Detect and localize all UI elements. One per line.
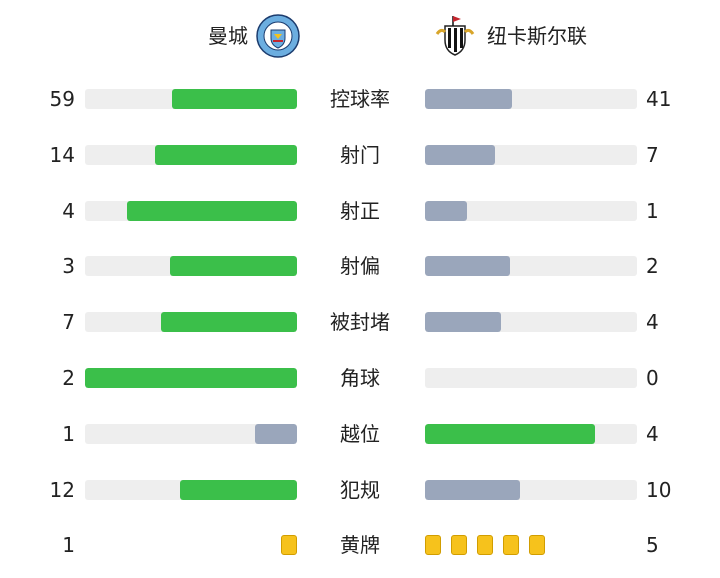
home-stat-bar bbox=[85, 89, 297, 109]
away-stat-bar bbox=[425, 480, 637, 500]
home-yellow-card-count: 1 bbox=[62, 533, 75, 557]
yellow-cards-row: 1 黄牌 5 bbox=[0, 533, 720, 557]
match-header: 曼城 纽卡斯尔联 bbox=[0, 0, 720, 72]
home-stat-value: 12 bbox=[49, 478, 75, 502]
stat-row: 4 射正 1 bbox=[0, 199, 720, 223]
home-yellow-cards bbox=[281, 535, 297, 555]
away-stat-bar-fill bbox=[425, 145, 495, 165]
away-stat-bar-fill bbox=[425, 89, 512, 109]
home-stat-value: 7 bbox=[62, 310, 75, 334]
away-stat-value: 7 bbox=[646, 143, 659, 167]
stat-label: 射正 bbox=[340, 199, 380, 223]
stat-row: 1 越位 4 bbox=[0, 422, 720, 446]
stat-row: 59 控球率 41 bbox=[0, 87, 720, 111]
stat-label: 角球 bbox=[340, 366, 380, 390]
away-stat-value: 41 bbox=[646, 87, 672, 111]
away-stat-bar-fill bbox=[425, 201, 468, 221]
home-stat-bar-fill bbox=[154, 145, 297, 165]
away-stat-bar bbox=[425, 424, 637, 444]
stat-label: 射门 bbox=[340, 143, 380, 167]
yellow-card-icon bbox=[503, 535, 519, 555]
away-stat-bar-fill bbox=[425, 480, 521, 500]
home-stat-bar-fill bbox=[254, 424, 297, 444]
home-stat-value: 14 bbox=[49, 143, 75, 167]
away-yellow-card-count: 5 bbox=[646, 533, 659, 557]
away-stat-value: 1 bbox=[646, 199, 659, 223]
yellow-card-icon bbox=[529, 535, 545, 555]
stat-row: 12 犯规 10 bbox=[0, 478, 720, 502]
stat-row: 2 角球 0 bbox=[0, 366, 720, 390]
away-stat-bar-fill bbox=[425, 424, 595, 444]
away-stat-bar bbox=[425, 368, 637, 388]
stat-label: 越位 bbox=[340, 422, 380, 446]
home-stat-bar-fill bbox=[180, 480, 297, 500]
away-stat-bar bbox=[425, 312, 637, 332]
away-stat-bar-fill bbox=[425, 312, 502, 332]
away-stat-bar bbox=[425, 89, 637, 109]
home-stat-value: 2 bbox=[62, 366, 75, 390]
home-stat-bar-fill bbox=[127, 201, 297, 221]
stat-label: 犯规 bbox=[340, 478, 380, 502]
away-stat-bar bbox=[425, 145, 637, 165]
stat-label: 黄牌 bbox=[340, 533, 380, 557]
home-stat-bar bbox=[85, 256, 297, 276]
stat-row: 14 射门 7 bbox=[0, 143, 720, 167]
stat-row: 3 射偏 2 bbox=[0, 254, 720, 278]
home-stat-value: 1 bbox=[62, 422, 75, 446]
away-stat-bar bbox=[425, 256, 637, 276]
stat-row: 7 被封堵 4 bbox=[0, 310, 720, 334]
home-stat-bar bbox=[85, 145, 297, 165]
home-stat-bar bbox=[85, 201, 297, 221]
yellow-card-icon bbox=[477, 535, 493, 555]
yellow-card-icon bbox=[425, 535, 441, 555]
home-stat-value: 3 bbox=[62, 254, 75, 278]
home-stat-bar bbox=[85, 480, 297, 500]
away-stat-bar bbox=[425, 201, 637, 221]
stat-label: 控球率 bbox=[330, 87, 390, 111]
yellow-card-icon bbox=[451, 535, 467, 555]
home-stat-bar-fill bbox=[85, 368, 297, 388]
away-stat-value: 0 bbox=[646, 366, 659, 390]
away-team-name: 纽卡斯尔联 bbox=[487, 24, 587, 48]
home-stat-value: 4 bbox=[62, 199, 75, 223]
home-stat-bar-fill bbox=[161, 312, 297, 332]
stat-label: 被封堵 bbox=[330, 310, 390, 334]
away-stat-bar-fill bbox=[425, 256, 510, 276]
away-stat-value: 2 bbox=[646, 254, 659, 278]
newcastle-united-crest-icon bbox=[435, 16, 475, 56]
home-stat-bar bbox=[85, 368, 297, 388]
away-stat-value: 10 bbox=[646, 478, 672, 502]
away-yellow-cards bbox=[425, 535, 545, 555]
home-stat-bar bbox=[85, 312, 297, 332]
yellow-card-icon bbox=[281, 535, 297, 555]
away-stat-value: 4 bbox=[646, 422, 659, 446]
manchester-city-crest-icon bbox=[256, 14, 300, 58]
stat-label: 射偏 bbox=[340, 254, 380, 278]
home-stat-bar bbox=[85, 424, 297, 444]
home-stat-bar-fill bbox=[171, 89, 297, 109]
home-team-name: 曼城 bbox=[208, 24, 248, 48]
away-stat-value: 4 bbox=[646, 310, 659, 334]
home-stat-value: 59 bbox=[49, 87, 75, 111]
home-stat-bar-fill bbox=[169, 256, 297, 276]
